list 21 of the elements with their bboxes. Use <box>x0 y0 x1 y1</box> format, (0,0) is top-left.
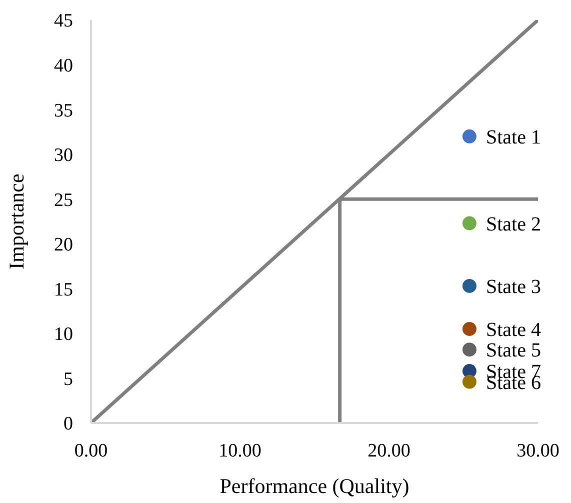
y-tick-label: 45 <box>54 10 73 32</box>
y-tick-label: 40 <box>54 56 73 77</box>
y-tick-label: 20 <box>54 234 73 256</box>
series-label: State 5 <box>486 340 541 362</box>
y-tick-label: 15 <box>54 279 73 300</box>
x-tick-label: 20.00 <box>368 440 410 462</box>
series-label: State 2 <box>486 213 541 236</box>
y-tick-label: 25 <box>54 190 73 211</box>
series-label: State 4 <box>486 319 541 342</box>
series-label: State 3 <box>486 276 541 298</box>
x-axis-title: Performance (Quality) <box>220 474 410 498</box>
y-tick-label: 30 <box>54 145 73 166</box>
y-tick-label: 10 <box>54 324 73 346</box>
y-tick-label: 35 <box>54 100 73 122</box>
y-tick-label: 5 <box>64 368 73 390</box>
x-tick-label: 10.00 <box>218 440 262 462</box>
series-label: State 1 <box>486 126 541 149</box>
y-axis-title: Importance <box>4 174 28 270</box>
x-tick-label: 30.00 <box>516 440 560 462</box>
y-tick-label: 0 <box>64 414 73 435</box>
x-tick-label: 0.00 <box>74 440 108 462</box>
